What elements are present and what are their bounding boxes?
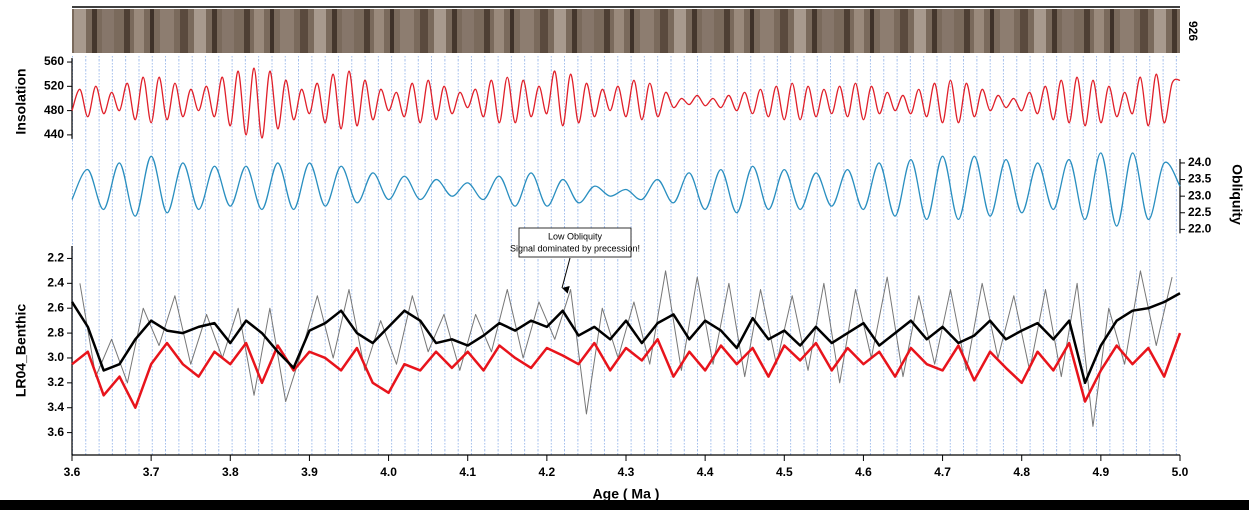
y-tick-label: 24.0 <box>1188 155 1212 169</box>
y-axis-label: LR04_Benthic <box>13 304 29 398</box>
x-tick-label: 3.6 <box>64 465 81 479</box>
y-tick-label: 22.0 <box>1188 222 1212 236</box>
x-tick-label: 4.8 <box>1013 465 1030 479</box>
series-line <box>70 292 1181 385</box>
annotation-box <box>518 227 632 258</box>
y-tick-label: 3.2 <box>47 375 64 389</box>
annotation-text: Low Obliquity <box>548 231 603 241</box>
x-tick-label: 4.1 <box>459 465 476 479</box>
x-tick-label: 3.9 <box>301 465 318 479</box>
x-tick-label: 4.4 <box>697 465 714 479</box>
y-tick-label: 23.0 <box>1188 188 1212 202</box>
core-label: 926 <box>1186 21 1200 41</box>
x-tick-label: 4.2 <box>539 465 556 479</box>
y-tick-label: 2.6 <box>47 300 64 314</box>
y-tick-label: 22.5 <box>1188 205 1212 219</box>
annotation-arrow <box>561 257 571 294</box>
x-tick-label: 3.7 <box>143 465 160 479</box>
x-tick-label: 4.5 <box>776 465 793 479</box>
series-line <box>71 152 1181 227</box>
y-tick-label: 2.2 <box>47 251 64 265</box>
annotation-text: Signal dominated by precession! <box>510 243 640 253</box>
annotation: Low Obliquity Signal dominated by preces… <box>510 227 640 294</box>
x-tick-label: 4.6 <box>855 465 872 479</box>
y-tick-label: 2.8 <box>47 325 64 339</box>
x-axis-label: Age ( Ma ) <box>593 486 660 502</box>
x-tick-label: 4.7 <box>934 465 951 479</box>
y-tick-label: 520 <box>44 78 64 92</box>
y-axis-label: Obliquity <box>1229 164 1245 225</box>
series-line <box>71 332 1182 409</box>
core-image <box>72 9 1180 53</box>
y-tick-label: 440 <box>44 127 64 141</box>
x-tick-label: 4.3 <box>618 465 635 479</box>
x-tick-label: 4.0 <box>380 465 397 479</box>
x-tick-label: 3.8 <box>222 465 239 479</box>
y-tick-label: 3.0 <box>47 350 64 364</box>
series-line <box>71 67 1181 139</box>
y-axis-label: Insolation <box>13 68 29 134</box>
y-tick-label: 2.4 <box>47 275 64 289</box>
y-tick-label: 3.6 <box>47 425 64 439</box>
x-tick-label: 4.9 <box>1093 465 1110 479</box>
y-tick-label: 480 <box>44 103 64 117</box>
x-tick-label: 5.0 <box>1172 465 1189 479</box>
y-tick-label: 560 <box>44 54 64 68</box>
bottom-bar <box>0 500 1249 510</box>
y-tick-label: 23.5 <box>1188 172 1212 186</box>
y-tick-label: 3.4 <box>47 400 64 414</box>
